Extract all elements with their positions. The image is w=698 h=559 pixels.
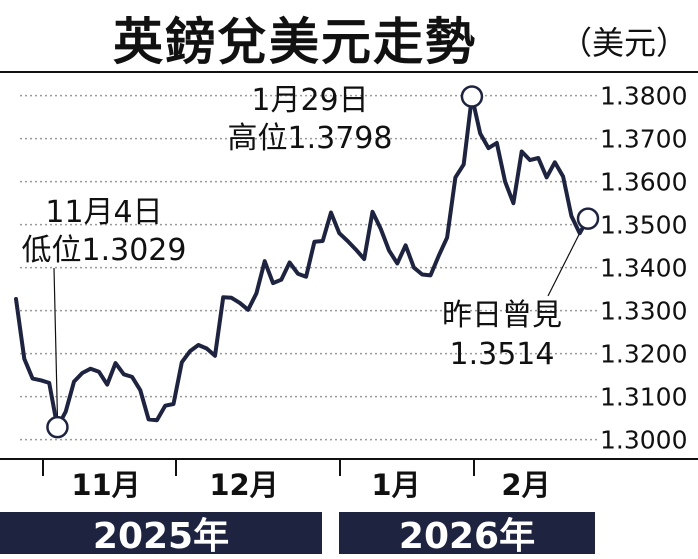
high-point-marker: [460, 85, 484, 108]
unit-label: （美元）: [559, 24, 688, 62]
callout-leaders: [53, 226, 584, 418]
month-label: 12月: [209, 468, 278, 502]
low-annotation-date: 11月4日: [45, 195, 162, 230]
month-label: 1月: [371, 468, 420, 502]
low-callout-leader: [53, 267, 59, 418]
year-band-2026: 2026年: [339, 512, 595, 557]
y-tick-label: 1.3400: [600, 254, 687, 283]
month-label: 11月: [71, 468, 140, 502]
year-band-2025: 2025年: [0, 512, 322, 557]
y-tick-label: 1.3300: [600, 297, 687, 326]
high-annotation-date: 1月29日: [251, 83, 368, 118]
y-tick-label: 1.3600: [600, 168, 687, 197]
y-tick-label: 1.3700: [600, 125, 687, 154]
month-labels: 11月 12月 1月 2月: [42, 459, 551, 502]
y-tick-label: 1.3200: [600, 340, 687, 369]
y-tick-label: 1.3500: [600, 211, 687, 240]
latest-annotation-value: 1.3514: [450, 337, 555, 372]
low-point-marker: [46, 415, 69, 439]
latest-point-marker: [576, 207, 600, 230]
y-tick-labels: 1.3000 1.3100 1.3200 1.3300 1.3400 1.3500 1.36…: [600, 82, 687, 455]
month-label: 2月: [501, 468, 550, 502]
latest-callout-leader: [547, 226, 584, 297]
exchange-rate-chart: 1.3000 1.3100 1.3200 1.3300 1.3400 1.3500 1.36…: [0, 71, 698, 502]
y-tick-label: 1.3800: [600, 82, 687, 111]
latest-annotation-label: 昨日曾見: [442, 298, 562, 333]
high-annotation-value: 高位1.3798: [228, 121, 393, 156]
y-tick-label: 1.3000: [600, 426, 687, 455]
gbp-usd-line: [14, 94, 590, 430]
chart-title: 英鎊兌美元走勢: [113, 13, 477, 71]
annotations: 1月29日 高位1.3798 11月4日 低位1.3029 昨日曾見 1.351…: [22, 83, 562, 372]
low-annotation-value: 低位1.3029: [22, 233, 187, 268]
axes: [0, 71, 698, 460]
y-tick-label: 1.3100: [600, 383, 687, 412]
gridlines: [20, 94, 598, 441]
point-markers: [46, 85, 600, 439]
